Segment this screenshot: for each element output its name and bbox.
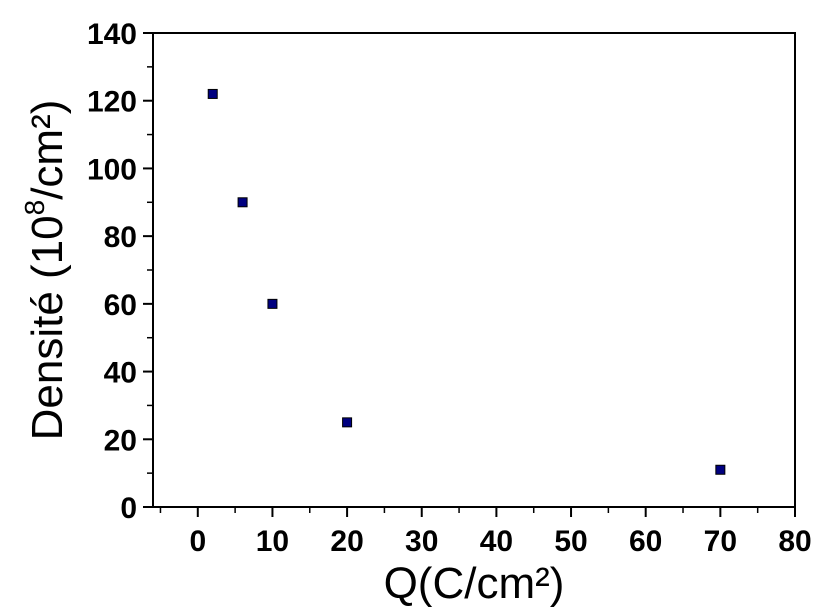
y-tick-label: 100 [87,153,137,186]
plot-frame [152,32,796,508]
y-axis-title-exponent: 8 [19,200,50,216]
y-tick-label: 20 [104,424,137,457]
x-tick-label: 10 [256,525,289,558]
x-tick-label: 80 [778,525,811,558]
data-points [207,88,726,475]
y-axis-ticks: 0 20 40 60 80 100 120 140 [87,18,153,525]
x-tick-label: 40 [480,525,513,558]
data-point [237,197,248,208]
data-point [342,417,353,428]
x-axis-ticks: 0 10 20 30 40 50 60 70 80 [159,507,812,558]
x-tick-label: 30 [405,525,438,558]
x-tick-label: 50 [554,525,587,558]
x-tick-label: 20 [330,525,363,558]
y-tick-label: 120 [87,86,137,119]
x-axis-title: Q(C/cm²) [384,559,565,607]
x-tick-label: 0 [189,525,206,558]
y-axis-title-suffix: /cm²) [23,100,72,200]
data-point [715,464,726,475]
data-point [267,298,278,309]
x-tick-label: 70 [704,525,737,558]
y-axis-title: Densité (108/cm²) [19,100,72,441]
y-tick-label: 80 [104,221,137,254]
y-tick-label: 60 [104,289,137,322]
y-tick-label: 0 [120,492,137,525]
y-axis-title-main: Densité (10 [23,215,72,440]
data-point [207,88,218,99]
y-tick-label: 140 [87,18,137,51]
y-tick-label: 40 [104,357,137,390]
x-tick-label: 60 [629,525,662,558]
